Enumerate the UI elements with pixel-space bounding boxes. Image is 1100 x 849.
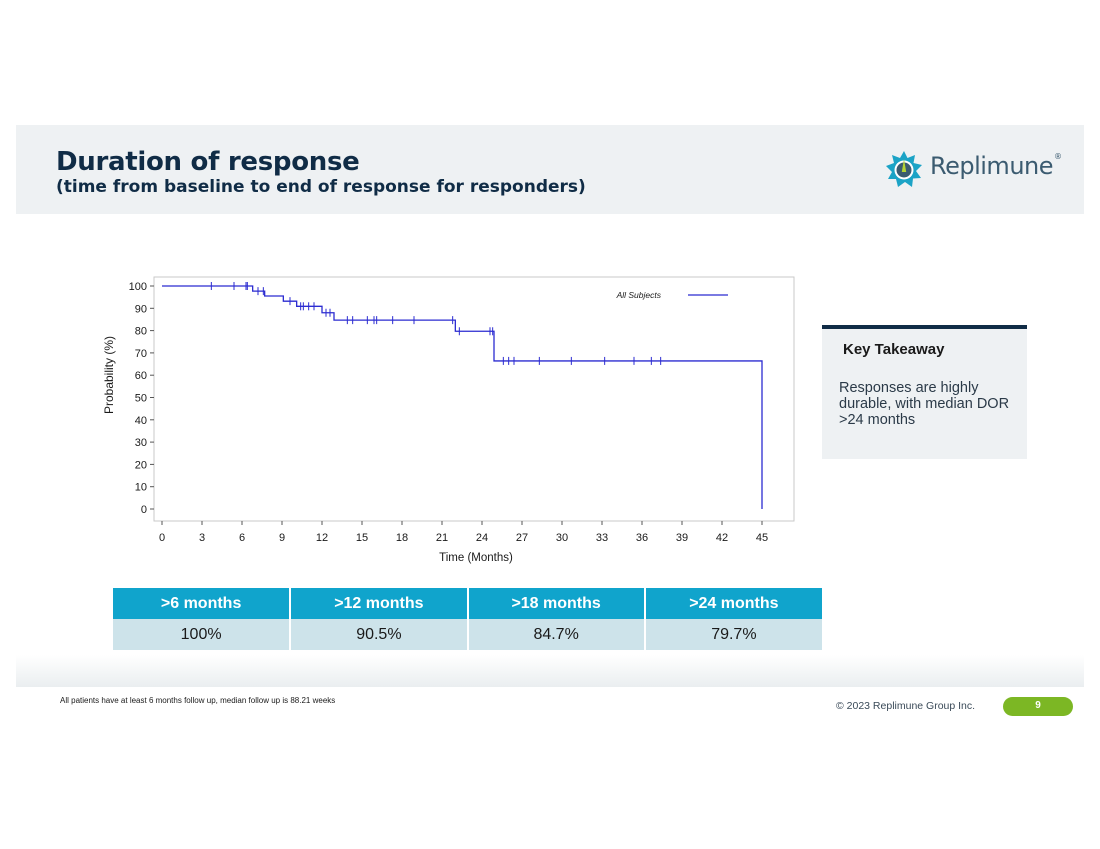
takeaway-body: Responses are highly durable, with media… bbox=[839, 380, 1010, 428]
x-tick-label: 42 bbox=[716, 532, 728, 544]
y-tick-label: 0 bbox=[141, 504, 147, 516]
legend-label: All Subjects bbox=[616, 290, 662, 300]
y-tick-label: 40 bbox=[135, 415, 147, 427]
x-tick-label: 36 bbox=[636, 532, 648, 544]
x-tick-label: 18 bbox=[396, 532, 408, 544]
y-tick-label: 60 bbox=[135, 370, 147, 382]
table-cell: 90.5% bbox=[290, 619, 469, 650]
y-tick-label: 80 bbox=[135, 326, 147, 338]
x-tick-label: 15 bbox=[356, 532, 368, 544]
plot-frame bbox=[153, 276, 795, 522]
x-tick-label: 33 bbox=[596, 532, 608, 544]
x-tick-label: 30 bbox=[556, 532, 568, 544]
x-tick-label: 9 bbox=[279, 532, 285, 544]
x-tick-label: 24 bbox=[476, 532, 488, 544]
table-header-cell: >6 months bbox=[113, 588, 292, 619]
slide-subtitle: (time from baseline to end of response f… bbox=[56, 177, 586, 197]
y-tick-label: 70 bbox=[135, 348, 147, 360]
slide-title: Duration of response bbox=[56, 147, 360, 177]
x-tick-label: 45 bbox=[756, 532, 768, 544]
table-header-cell: >24 months bbox=[644, 588, 822, 619]
x-tick-label: 39 bbox=[676, 532, 688, 544]
company-logo: Replimune® bbox=[884, 150, 1062, 190]
table-cell: 84.7% bbox=[467, 619, 646, 650]
y-tick-label: 100 bbox=[129, 281, 147, 293]
x-tick-label: 3 bbox=[199, 532, 205, 544]
page-number-badge: 9 bbox=[1003, 697, 1073, 716]
x-tick-label: 12 bbox=[316, 532, 328, 544]
x-tick-label: 0 bbox=[159, 532, 165, 544]
table-row: 100% 90.5% 84.7% 79.7% bbox=[113, 619, 822, 650]
duration-summary-table: >6 months >12 months >18 months >24 mont… bbox=[113, 588, 822, 650]
y-tick-label: 50 bbox=[135, 393, 147, 405]
table-cell: 79.7% bbox=[644, 619, 822, 650]
copyright-text: © 2023 Replimune Group Inc. bbox=[836, 700, 976, 712]
footnote: All patients have at least 6 months foll… bbox=[60, 696, 336, 705]
y-tick-label: 30 bbox=[135, 437, 147, 449]
footer-band bbox=[16, 655, 1084, 687]
logo-wordmark: Replimune® bbox=[930, 152, 1062, 180]
km-survival-line bbox=[162, 285, 763, 509]
sunburst-logo-icon bbox=[886, 151, 922, 187]
table-header-cell: >12 months bbox=[290, 588, 469, 619]
x-tick-label: 6 bbox=[239, 532, 245, 544]
x-axis-label: Time (Months) bbox=[439, 552, 513, 564]
key-takeaway-box: Key Takeaway Responses are highly durabl… bbox=[822, 325, 1027, 459]
table-header-row: >6 months >12 months >18 months >24 mont… bbox=[113, 588, 822, 619]
table-header-cell: >18 months bbox=[467, 588, 646, 619]
km-chart: 0 10 20 30 40 50 60 70 80 90 100 0 3 6 9 12 15 18 21 24 27 3… bbox=[96, 262, 816, 587]
y-tick-label: 20 bbox=[135, 459, 147, 471]
takeaway-title: Key Takeaway bbox=[843, 341, 945, 358]
table-cell: 100% bbox=[113, 619, 292, 650]
x-tick-label: 21 bbox=[436, 532, 448, 544]
x-tick-label: 27 bbox=[516, 532, 528, 544]
y-axis-label: Probability (%) bbox=[102, 336, 116, 414]
y-tick-label: 90 bbox=[135, 303, 147, 315]
y-tick-label: 10 bbox=[135, 482, 147, 494]
